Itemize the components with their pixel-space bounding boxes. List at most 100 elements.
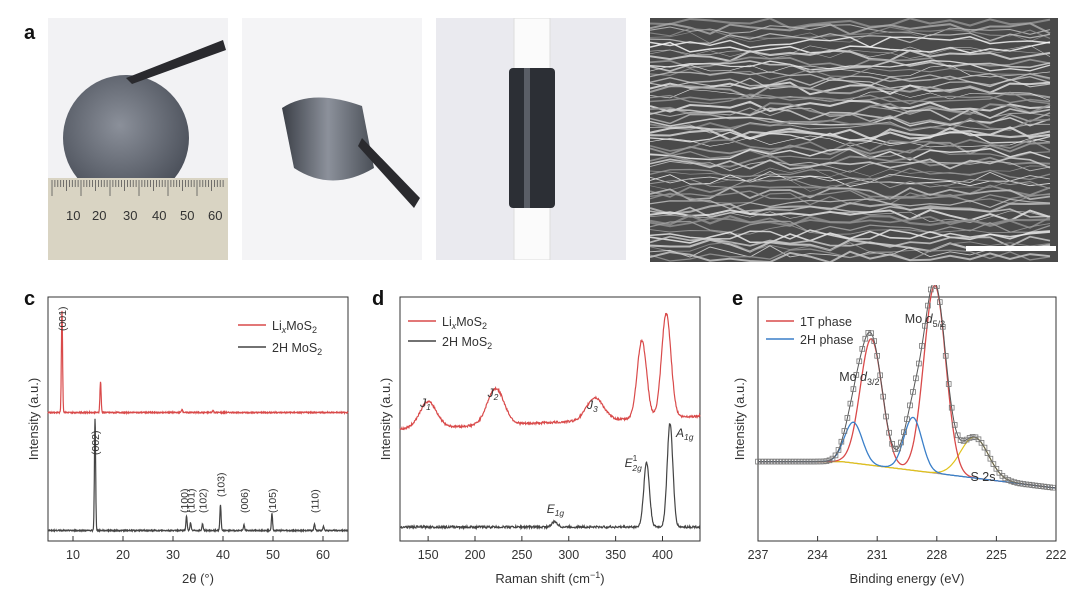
sem-layer bbox=[650, 235, 1051, 248]
data-point bbox=[957, 437, 964, 443]
data-point bbox=[850, 386, 857, 392]
sem-layer bbox=[650, 48, 1051, 60]
raman-legend: LixMoS2 2H MoS2 bbox=[408, 315, 492, 351]
data-point bbox=[1014, 480, 1021, 486]
sem-layer bbox=[650, 220, 1051, 234]
x-tick-label: 60 bbox=[316, 548, 330, 562]
data-point bbox=[814, 458, 821, 465]
photo-mos2-disk-with-ruler: 10 20 30 40 50 60 bbox=[48, 18, 228, 260]
ruler-labels: 10 20 30 40 50 60 bbox=[66, 208, 222, 223]
sem-layer bbox=[650, 60, 1051, 74]
ruler-label-10: 10 bbox=[66, 208, 80, 223]
ruler-label-40: 40 bbox=[152, 208, 166, 223]
sem-layer bbox=[650, 205, 1051, 218]
sem-layer bbox=[650, 85, 1051, 100]
data-point bbox=[927, 286, 934, 293]
xps-measured-points bbox=[755, 285, 1056, 491]
legend-label-2h-mos2: 2H MoS2 bbox=[442, 335, 492, 351]
data-point bbox=[922, 323, 928, 329]
data-point bbox=[969, 434, 976, 440]
sem-layer bbox=[650, 131, 1051, 144]
xrd-line-lixmos2 bbox=[47, 310, 349, 416]
data-point bbox=[764, 458, 770, 465]
data-point bbox=[963, 436, 970, 443]
data-point bbox=[916, 360, 922, 367]
ruler-label-20: 20 bbox=[92, 208, 106, 223]
sem-layer bbox=[650, 147, 1051, 161]
peak-annotation: (100) bbox=[179, 488, 191, 513]
sem-drawing bbox=[650, 18, 1056, 262]
data-point bbox=[993, 465, 1000, 472]
xrd-y-axis-label: Intensity (a.u.) bbox=[26, 378, 41, 460]
peak-annotation: (006) bbox=[239, 488, 251, 513]
raman-plot-frame bbox=[399, 296, 701, 542]
data-point bbox=[901, 429, 907, 436]
data-point bbox=[874, 353, 881, 359]
data-point bbox=[808, 458, 815, 465]
photo-bent-mos2-film bbox=[242, 18, 422, 260]
scale-bar bbox=[966, 246, 1056, 251]
data-point bbox=[779, 458, 785, 465]
data-point bbox=[981, 444, 988, 451]
sem-layer bbox=[650, 223, 1051, 235]
photo-2-drawing bbox=[282, 97, 420, 208]
data-point bbox=[895, 445, 901, 452]
peak-annotation: (002) bbox=[90, 430, 102, 455]
xps-peak-label: S 2s bbox=[971, 470, 996, 484]
data-point bbox=[1032, 482, 1038, 489]
x-tick-label: 200 bbox=[465, 548, 486, 562]
data-point bbox=[829, 455, 836, 462]
data-point bbox=[782, 458, 788, 465]
sem-layer bbox=[650, 99, 1051, 113]
legend-label-2h-phase: 2H phase bbox=[800, 333, 854, 347]
x-tick-label: 250 bbox=[511, 548, 532, 562]
panel-label-e: e bbox=[732, 288, 744, 310]
xps-peak-annotations: Mo d3/2 Mo d5/2 S 2s bbox=[839, 312, 995, 484]
data-point bbox=[1005, 477, 1012, 483]
data-point bbox=[1041, 483, 1047, 490]
data-point bbox=[755, 458, 761, 465]
data-point bbox=[823, 458, 830, 464]
data-point bbox=[948, 404, 955, 411]
data-point bbox=[954, 432, 961, 439]
x-tick-label: 300 bbox=[558, 548, 579, 562]
data-point bbox=[945, 381, 952, 387]
data-point bbox=[776, 458, 782, 465]
data-point bbox=[817, 458, 824, 465]
xps-x-ticks: 237 234 231 228 225 222 bbox=[748, 536, 1067, 562]
film-highlight bbox=[524, 68, 530, 208]
data-point bbox=[904, 416, 910, 423]
sem-layer bbox=[650, 64, 1051, 78]
sem-layer bbox=[650, 125, 1051, 140]
panel-label-d: d bbox=[372, 288, 385, 310]
sem-layer bbox=[650, 171, 1051, 184]
tweezers bbox=[126, 40, 226, 84]
raman-peak-label: E1g bbox=[547, 502, 565, 518]
data-point bbox=[785, 458, 791, 465]
photo-3-drawing bbox=[509, 18, 555, 260]
data-point bbox=[862, 335, 869, 342]
ruler-label-60: 60 bbox=[208, 208, 222, 223]
panel-label-c: c bbox=[24, 288, 36, 310]
data-point bbox=[1017, 480, 1023, 487]
xps-peak-label: Mo d3/2 bbox=[839, 370, 879, 387]
x-tick-label: 222 bbox=[1046, 548, 1067, 562]
wrapped-film bbox=[509, 68, 555, 208]
mos2-disk bbox=[63, 75, 189, 201]
data-point bbox=[793, 458, 800, 465]
x-tick-label: 30 bbox=[166, 548, 180, 562]
raman-x-axis-label: Raman shift (cm−1) bbox=[495, 570, 604, 586]
data-point bbox=[1008, 478, 1015, 485]
sem-layer bbox=[650, 117, 1051, 131]
sem-layer bbox=[650, 230, 1051, 244]
sem-layer bbox=[650, 75, 1051, 87]
sem-layer bbox=[650, 215, 1051, 229]
data-point bbox=[951, 422, 958, 428]
data-point bbox=[939, 324, 946, 330]
data-point bbox=[1002, 475, 1009, 482]
xps-y-axis-label: Intensity (a.u.) bbox=[732, 378, 747, 460]
sem-cross-section-image bbox=[650, 18, 1058, 262]
data-point bbox=[802, 458, 809, 465]
data-point bbox=[773, 458, 779, 465]
data-point bbox=[868, 330, 875, 336]
